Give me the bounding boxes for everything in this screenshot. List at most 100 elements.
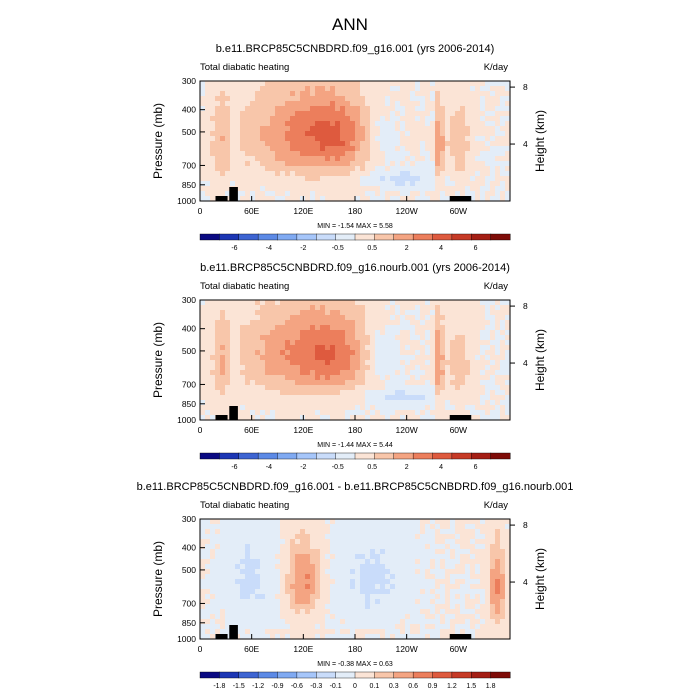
heatmap-cell bbox=[225, 554, 231, 560]
heatmap-cell bbox=[365, 146, 371, 152]
heatmap-cell bbox=[385, 599, 391, 605]
heatmap-cell bbox=[400, 320, 406, 326]
heatmap-cell bbox=[250, 86, 256, 92]
heatmap-cell bbox=[475, 196, 481, 202]
heatmap-cell bbox=[355, 360, 361, 366]
heatmap-cell bbox=[460, 524, 466, 530]
heatmap-cell bbox=[395, 96, 401, 102]
heatmap-cell bbox=[270, 564, 276, 570]
heatmap-cell bbox=[245, 146, 251, 152]
heatmap-cell bbox=[330, 131, 336, 137]
heatmap-cell bbox=[305, 594, 311, 600]
heatmap-cell bbox=[210, 350, 216, 356]
heatmap-cell bbox=[420, 624, 426, 630]
heatmap-cell bbox=[220, 539, 226, 545]
heatmap-cell bbox=[355, 609, 361, 615]
heatmap-cell bbox=[285, 400, 291, 406]
heatmap-cell bbox=[205, 141, 211, 147]
heatmap-cell bbox=[485, 395, 491, 401]
heatmap-cell bbox=[505, 534, 511, 540]
heatmap-cell bbox=[495, 305, 501, 311]
heatmap-cell bbox=[340, 96, 346, 102]
heatmap-cell bbox=[285, 345, 291, 351]
heatmap-cell bbox=[280, 400, 286, 406]
heatmap-cell bbox=[300, 121, 306, 127]
heatmap-cell bbox=[265, 629, 271, 635]
heatmap-cell bbox=[265, 141, 271, 147]
heatmap-cell bbox=[210, 375, 216, 381]
heatmap-cell bbox=[315, 614, 321, 620]
heatmap-cell bbox=[470, 101, 476, 107]
heatmap-cell bbox=[290, 330, 296, 336]
heatmap-cell bbox=[485, 544, 491, 550]
heatmap-cell bbox=[250, 305, 256, 311]
heatmap-cell bbox=[425, 624, 431, 630]
heatmap-cell bbox=[340, 410, 346, 416]
heatmap-cell bbox=[325, 634, 331, 640]
heatmap-cell bbox=[315, 86, 321, 92]
heatmap-cell bbox=[400, 310, 406, 316]
heatmap-cell bbox=[360, 405, 366, 411]
heatmap-cell bbox=[430, 106, 436, 112]
heatmap-cell bbox=[245, 619, 251, 625]
heatmap-cell bbox=[280, 634, 286, 640]
heatmap-cell bbox=[395, 574, 401, 580]
heatmap-cell bbox=[315, 519, 321, 525]
heatmap-cell bbox=[360, 350, 366, 356]
heatmap-cell bbox=[250, 385, 256, 391]
heatmap-cell bbox=[455, 400, 461, 406]
heatmap-cell bbox=[500, 564, 506, 570]
heatmap-cell bbox=[480, 539, 486, 545]
heatmap-cell bbox=[465, 96, 471, 102]
heatmap-cell bbox=[245, 335, 251, 341]
heatmap-cell bbox=[470, 519, 476, 525]
heatmap-cell bbox=[395, 619, 401, 625]
heatmap-cell bbox=[220, 385, 226, 391]
heatmap-cell bbox=[210, 191, 216, 197]
heatmap-cell bbox=[260, 415, 266, 421]
heatmap-cell bbox=[490, 569, 496, 575]
heatmap-cell bbox=[420, 81, 426, 87]
heatmap-cell bbox=[485, 325, 491, 331]
heatmap-cell bbox=[340, 519, 346, 525]
heatmap-cell bbox=[325, 549, 331, 555]
heatmap-cell bbox=[460, 614, 466, 620]
heatmap-cell bbox=[495, 609, 501, 615]
heatmap-cell bbox=[330, 604, 336, 610]
heatmap-cell bbox=[280, 136, 286, 142]
heatmap-cell bbox=[385, 146, 391, 152]
heatmap-cell bbox=[410, 529, 416, 535]
heatmap-cell bbox=[425, 345, 431, 351]
heatmap-cell bbox=[265, 111, 271, 117]
heatmap-cell bbox=[330, 574, 336, 580]
heatmap-cell bbox=[265, 564, 271, 570]
heatmap-cell bbox=[330, 410, 336, 416]
heatmap-cell bbox=[470, 176, 476, 182]
heatmap-cell bbox=[410, 624, 416, 630]
heatmap-cell bbox=[490, 320, 496, 326]
heatmap-cell bbox=[340, 126, 346, 132]
heatmap-cell bbox=[270, 544, 276, 550]
heatmap-cell bbox=[250, 559, 256, 565]
heatmap-cell bbox=[490, 345, 496, 351]
heatmap-cell bbox=[360, 111, 366, 117]
heatmap-cell bbox=[465, 594, 471, 600]
heatmap-cell bbox=[320, 350, 326, 356]
heatmap-cell bbox=[480, 320, 486, 326]
heatmap-cell bbox=[215, 544, 221, 550]
heatmap-cell bbox=[425, 166, 431, 172]
chart-panel-2: b.e11.BRCP85C5CNBDRD.f09_g16.nourb.001 (… bbox=[151, 262, 547, 471]
heatmap-cell bbox=[375, 395, 381, 401]
heatmap-cell bbox=[300, 549, 306, 555]
heatmap-cell bbox=[470, 166, 476, 172]
heatmap-cell bbox=[490, 81, 496, 87]
heatmap-cell bbox=[330, 166, 336, 172]
heatmap-cell bbox=[265, 559, 271, 565]
heatmap-cell bbox=[440, 136, 446, 142]
heatmap-cell bbox=[380, 310, 386, 316]
heatmap-cell bbox=[485, 345, 491, 351]
heatmap-cell bbox=[485, 320, 491, 326]
heatmap-cell bbox=[350, 415, 356, 421]
heatmap-cell bbox=[385, 614, 391, 620]
heatmap-cell bbox=[315, 156, 321, 162]
